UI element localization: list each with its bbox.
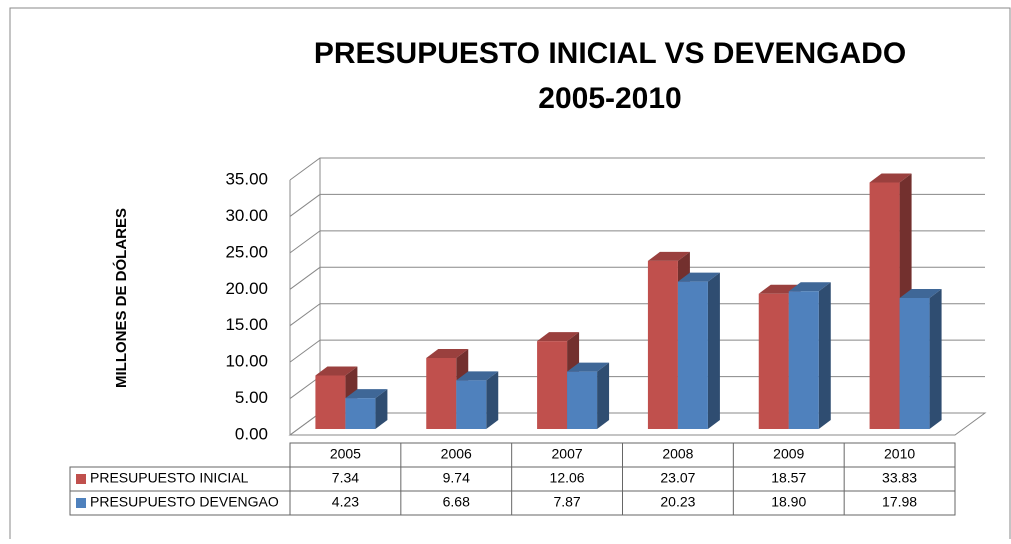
bar-side bbox=[375, 389, 388, 429]
x-tick-label: 2007 bbox=[552, 446, 583, 462]
bar-top bbox=[869, 173, 912, 183]
bar-top bbox=[899, 289, 942, 299]
x-tick-label: 2005 bbox=[330, 446, 361, 462]
bar-front bbox=[537, 341, 568, 429]
bar bbox=[567, 362, 610, 429]
bar-front bbox=[647, 260, 678, 429]
data-label: 18.90 bbox=[771, 494, 806, 510]
y-axis-label: MILLONES DE DÓLARES bbox=[112, 208, 130, 388]
bar-side bbox=[929, 289, 942, 429]
y-tick-label: 30.00 bbox=[225, 206, 268, 225]
bar bbox=[677, 272, 720, 429]
bar bbox=[456, 371, 499, 429]
bar-top bbox=[647, 251, 690, 261]
data-label: 18.57 bbox=[771, 470, 806, 486]
bar-front bbox=[899, 298, 930, 429]
grid-line bbox=[289, 230, 985, 254]
chart-title: PRESUPUESTO INICIAL VS DEVENGADO bbox=[314, 37, 906, 70]
bar-top bbox=[345, 389, 388, 399]
y-tick-label: 10.00 bbox=[225, 352, 268, 371]
y-tick-label: 20.00 bbox=[225, 279, 268, 298]
bar bbox=[345, 389, 388, 429]
legend-label: PRESUPUESTO DEVENGAO bbox=[90, 494, 279, 510]
legend-label: PRESUPUESTO INICIAL bbox=[90, 470, 249, 486]
data-label: 9.74 bbox=[443, 470, 470, 486]
bar-front bbox=[677, 281, 708, 429]
bar-top bbox=[788, 282, 831, 292]
y-tick-label: 5.00 bbox=[235, 388, 268, 407]
bar-front bbox=[567, 371, 598, 429]
chart-subtitle: 2005-2010 bbox=[538, 82, 681, 115]
data-label: 20.23 bbox=[660, 494, 695, 510]
x-tick-label: 2010 bbox=[884, 446, 915, 462]
bar bbox=[788, 282, 831, 429]
bar-side bbox=[486, 371, 499, 429]
data-label: 7.87 bbox=[553, 494, 580, 510]
data-label: 6.68 bbox=[443, 494, 470, 510]
bar-top bbox=[315, 366, 358, 376]
bar-side bbox=[707, 272, 720, 429]
data-label: 17.98 bbox=[882, 494, 917, 510]
bar-front bbox=[456, 380, 487, 429]
data-label: 7.34 bbox=[332, 470, 359, 486]
bar-top bbox=[567, 362, 610, 372]
bar-top bbox=[677, 272, 720, 282]
bar-side bbox=[597, 362, 610, 429]
x-tick-label: 2009 bbox=[773, 446, 804, 462]
data-label: 4.23 bbox=[332, 494, 359, 510]
bar-front bbox=[758, 293, 789, 429]
bar-front bbox=[345, 398, 376, 429]
bar-top bbox=[426, 349, 469, 359]
bar-front bbox=[426, 358, 457, 429]
bar-front bbox=[788, 291, 819, 429]
data-label: 23.07 bbox=[660, 470, 695, 486]
x-tick-label: 2008 bbox=[662, 446, 693, 462]
grid-line bbox=[289, 193, 985, 217]
y-tick-label: 15.00 bbox=[225, 315, 268, 334]
y-tick-label: 35.00 bbox=[225, 169, 268, 188]
bar-front bbox=[869, 182, 900, 429]
bar bbox=[899, 289, 942, 429]
y-tick-label: 25.00 bbox=[225, 242, 268, 261]
y-tick-label: 0.00 bbox=[235, 424, 268, 443]
grid-line bbox=[289, 266, 985, 290]
bar-side bbox=[818, 282, 831, 429]
bar-front bbox=[315, 375, 346, 429]
data-label: 12.06 bbox=[550, 470, 585, 486]
legend-swatch bbox=[76, 498, 86, 508]
data-label: 33.83 bbox=[882, 470, 917, 486]
bar-top bbox=[456, 371, 499, 381]
bar-top bbox=[537, 332, 580, 342]
chart-frame bbox=[9, 7, 1011, 544]
grid-line bbox=[289, 157, 985, 181]
x-tick-label: 2006 bbox=[441, 446, 472, 462]
legend-swatch bbox=[76, 474, 86, 484]
